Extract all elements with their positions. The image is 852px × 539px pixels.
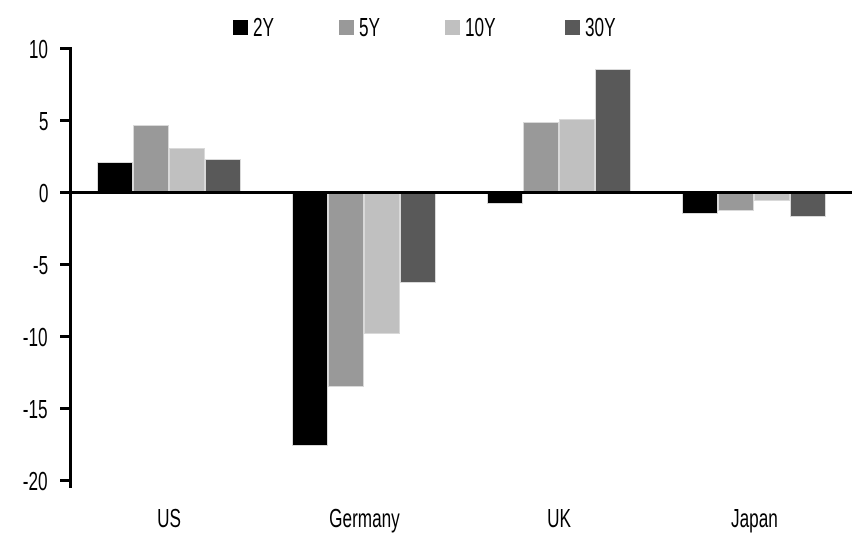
y-tick-label: 5 (0, 108, 48, 134)
x-category-label: Germany (284, 503, 444, 533)
y-tick-label-text: 5 (38, 105, 48, 136)
y-tick-label-text: 10 (28, 33, 48, 64)
bar-japan-2y (682, 192, 718, 215)
x-category-label-text: US (157, 503, 181, 533)
y-tick-label-text: -10 (23, 321, 48, 352)
legend-label-text: 30Y (584, 12, 616, 42)
y-tick-label-text: 0 (38, 177, 48, 208)
y-tick-label: 0 (0, 180, 48, 206)
y-axis-tick (60, 191, 69, 194)
bar-japan-30y (790, 192, 826, 217)
x-category-label: UK (479, 503, 639, 533)
legend-label: 10Y (465, 13, 511, 41)
bar-germany-2y (292, 192, 328, 446)
legend-item-10y: 10Y (444, 13, 511, 41)
y-tick-label: 10 (0, 36, 48, 62)
y-axis-tick (60, 263, 69, 266)
bar-us-10y (169, 147, 205, 193)
legend-label: 30Y (585, 13, 631, 41)
legend-label-text: 10Y (464, 12, 496, 42)
legend-item-2y: 2Y (233, 13, 285, 41)
y-axis-tick (60, 335, 69, 338)
legend-label: 5Y (359, 13, 391, 41)
legend-swatch-icon (338, 19, 354, 35)
bar-germany-30y (400, 192, 436, 284)
y-axis-tick (60, 119, 69, 122)
y-axis-tick (60, 47, 69, 50)
y-axis-tick (60, 407, 69, 410)
x-category-label-text: Japan (730, 503, 778, 533)
bar-uk-5y (523, 121, 559, 193)
bar-germany-5y (328, 192, 364, 387)
legend-label: 2Y (253, 13, 285, 41)
chart-legend: 2Y 5Y 10Y 30Y (233, 13, 631, 41)
y-tick-label: -10 (0, 324, 48, 350)
x-category-label: US (89, 503, 249, 533)
y-tick-label: -20 (0, 468, 48, 494)
x-category-label-text: UK (547, 503, 571, 533)
bar-uk-30y (595, 68, 631, 193)
y-tick-label-text: -5 (32, 249, 48, 280)
x-category-label: Japan (674, 503, 834, 533)
y-tick-label-text: -15 (23, 393, 48, 424)
x-category-label-text: Germany (328, 503, 400, 533)
y-axis-line (69, 47, 72, 488)
bar-germany-10y (364, 192, 400, 334)
zero-baseline (69, 191, 852, 194)
y-tick-label: -15 (0, 396, 48, 422)
bar-us-5y (133, 124, 169, 193)
legend-label-text: 2Y (253, 12, 274, 42)
legend-item-5y: 5Y (338, 13, 391, 41)
legend-item-30y: 30Y (564, 13, 631, 41)
y-tick-label-text: -20 (23, 465, 48, 496)
legend-label-text: 5Y (358, 12, 380, 42)
bar-uk-2y (487, 192, 523, 205)
bar-us-2y (97, 162, 133, 193)
bar-japan-5y (718, 192, 754, 212)
y-axis-tick (60, 479, 69, 482)
legend-swatch-icon (444, 19, 460, 35)
legend-swatch-icon (233, 19, 248, 35)
legend-swatch-icon (564, 19, 580, 35)
bar-us-30y (205, 159, 241, 193)
y-tick-label: -5 (0, 252, 48, 278)
bar-uk-10y (559, 119, 595, 193)
